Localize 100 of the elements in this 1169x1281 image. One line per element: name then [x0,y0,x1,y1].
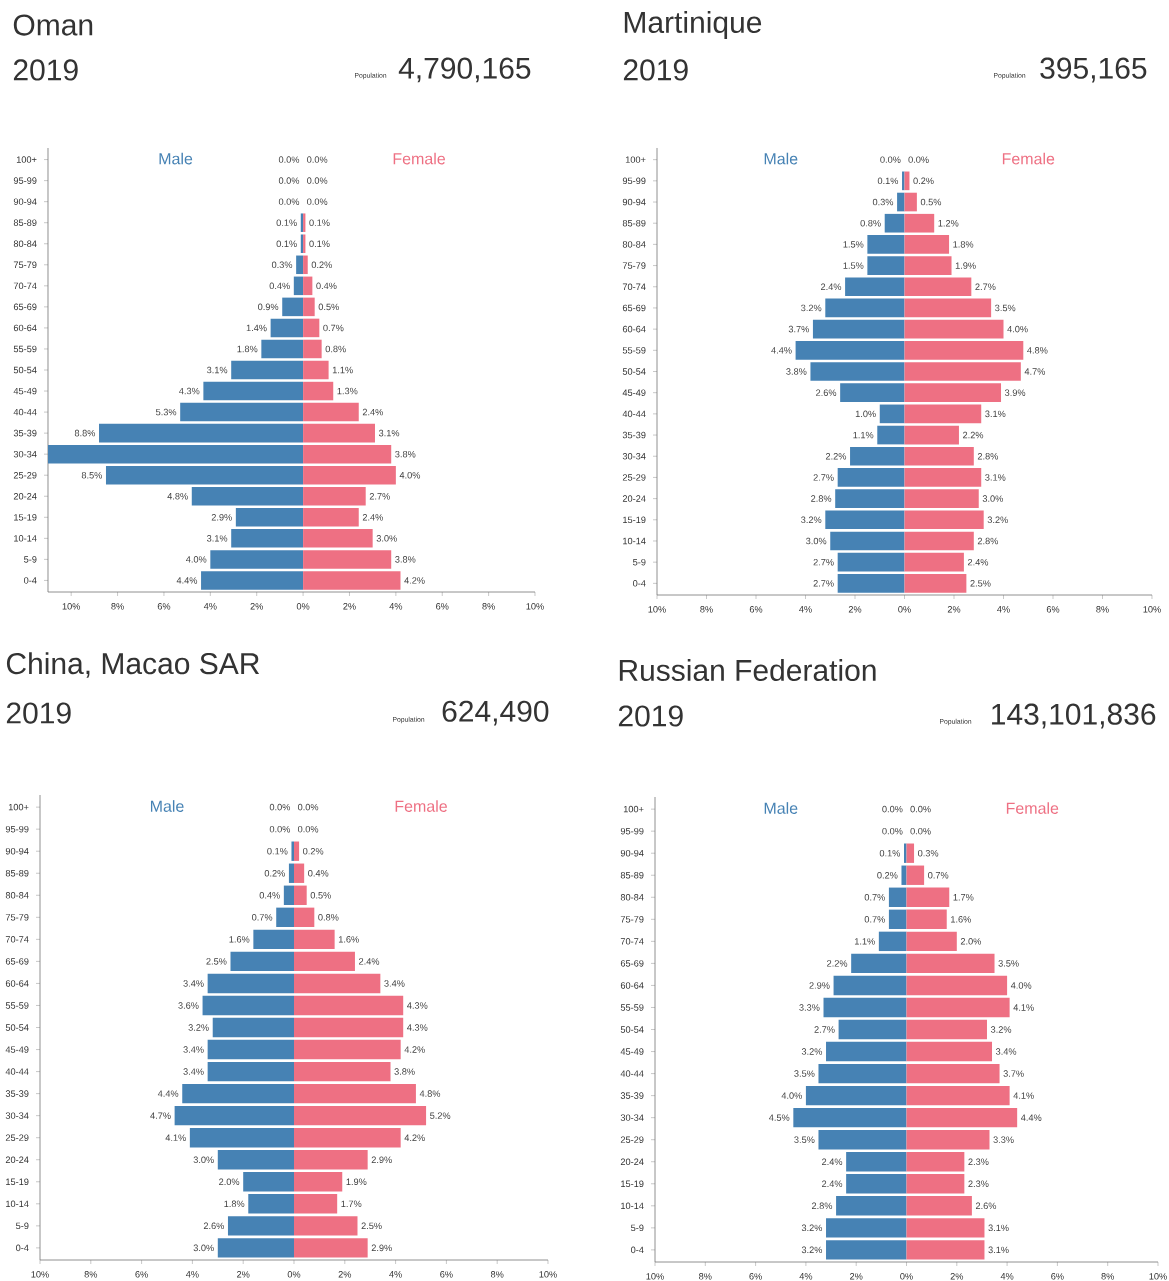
data-label: 2.6% [203,1222,225,1230]
chart-subtitle: 2019 [13,59,78,81]
bar [212,1017,294,1038]
y-tick-label: 40-44 [622,410,646,418]
bar [235,508,304,527]
data-label: 1.5% [843,241,864,248]
bar [296,255,304,275]
data-label: 4.3% [407,1024,428,1031]
data-label: 2.0% [960,938,982,945]
bar [851,953,907,974]
bar [293,1083,416,1104]
x-tick-label: 10% [648,606,666,613]
data-label: 4.4% [1020,1114,1042,1121]
x-tick-label: 4% [185,1271,199,1278]
y-tick-label: 35-39 [5,1090,29,1097]
bar [191,487,304,506]
data-label: 3.4% [995,1048,1017,1055]
bar [293,841,300,861]
y-tick-label: 100+ [8,803,29,811]
y-tick-label: 55-59 [622,347,646,354]
bar [906,1218,985,1238]
bar [904,213,935,233]
data-label: 4.2% [404,1134,425,1141]
y-tick-label: 20-24 [13,493,37,500]
bar [293,1172,343,1192]
data-label: 2.2% [825,452,847,460]
bar [793,1107,907,1128]
data-label: 1.9% [955,262,976,269]
data-label: 2.3% [968,1180,989,1188]
bar [293,929,335,950]
bar [904,192,917,212]
y-tick-label: 25-29 [5,1134,29,1141]
bar [906,953,995,974]
data-label: 0.0% [882,805,903,813]
y-tick-label: 20-24 [622,495,646,502]
data-label: 4.0% [1010,982,1032,989]
bar [906,1085,1010,1106]
data-label: 2.8% [977,537,999,545]
data-label: 3.1% [378,429,400,437]
bar [293,1150,368,1170]
bar [879,404,905,424]
bar [303,381,334,401]
text: 624,490 [442,700,549,726]
x-tick-label: 2% [250,603,264,610]
y-tick-label: 80-84 [620,894,644,901]
bar [888,909,907,930]
x-tick-label: 4% [1000,1273,1014,1280]
data-label: 0.0% [269,825,291,833]
y-tick-label: 20-24 [5,1156,29,1163]
y-tick-label: 55-59 [620,1004,644,1011]
data-label: 2.7% [813,474,834,481]
data-label: 2.4% [967,558,989,566]
y-tick-label: 50-54 [5,1024,29,1031]
data-label: 0.1% [309,219,330,226]
bar [878,931,907,952]
y-tick-label: 65-69 [13,303,37,311]
data-label: 0.0% [297,803,319,811]
data-label: 2.7% [369,493,390,500]
y-tick-label: 60-64 [5,980,29,987]
y-tick-label: 5-9 [16,1222,29,1230]
data-label: 2.8% [811,1202,833,1210]
y-tick-label: 85-89 [5,869,29,877]
bar [293,885,307,905]
bar [903,843,907,863]
y-tick-label: 70-74 [13,282,37,290]
data-label: 0.1% [267,847,288,855]
data-label: 2.3% [968,1158,989,1165]
y-tick-label: 65-69 [620,960,644,967]
y-tick-label: 20-24 [620,1158,644,1165]
x-tick-label: 6% [749,606,763,613]
data-label: 0.0% [880,156,901,163]
y-tick-label: 60-64 [13,324,37,332]
data-label: 2.4% [359,958,380,965]
bar [818,1063,907,1084]
x-tick-label: 0% [898,606,911,613]
data-label: 2.8% [977,452,999,460]
data-label: 1.2% [938,219,959,227]
y-tick-label: 75-79 [13,261,37,269]
bar [906,865,925,885]
data-label: 3.0% [982,495,1003,502]
data-label: 3.2% [801,516,822,524]
chart-subtitle: 2019 [6,702,71,724]
bar [303,571,401,590]
bar [303,276,313,296]
bar [904,489,979,508]
y-tick-label: 90-94 [620,849,644,857]
x-tick-label: 8% [699,1273,712,1280]
bar [904,510,984,530]
data-label: 0.0% [278,177,300,184]
bar [902,171,905,191]
y-tick-label: 45-49 [13,387,37,395]
y-tick-label: 55-59 [5,1002,29,1009]
y-tick-label: 15-19 [14,514,37,521]
bar [904,235,950,254]
data-label: 3.4% [183,980,204,987]
data-label: 2.9% [211,514,232,521]
x-tick-label: 4% [389,603,403,610]
chart-title: China, Macao SAR [6,652,260,678]
data-label: 0.4% [316,282,337,290]
data-label: 1.8% [224,1200,245,1208]
